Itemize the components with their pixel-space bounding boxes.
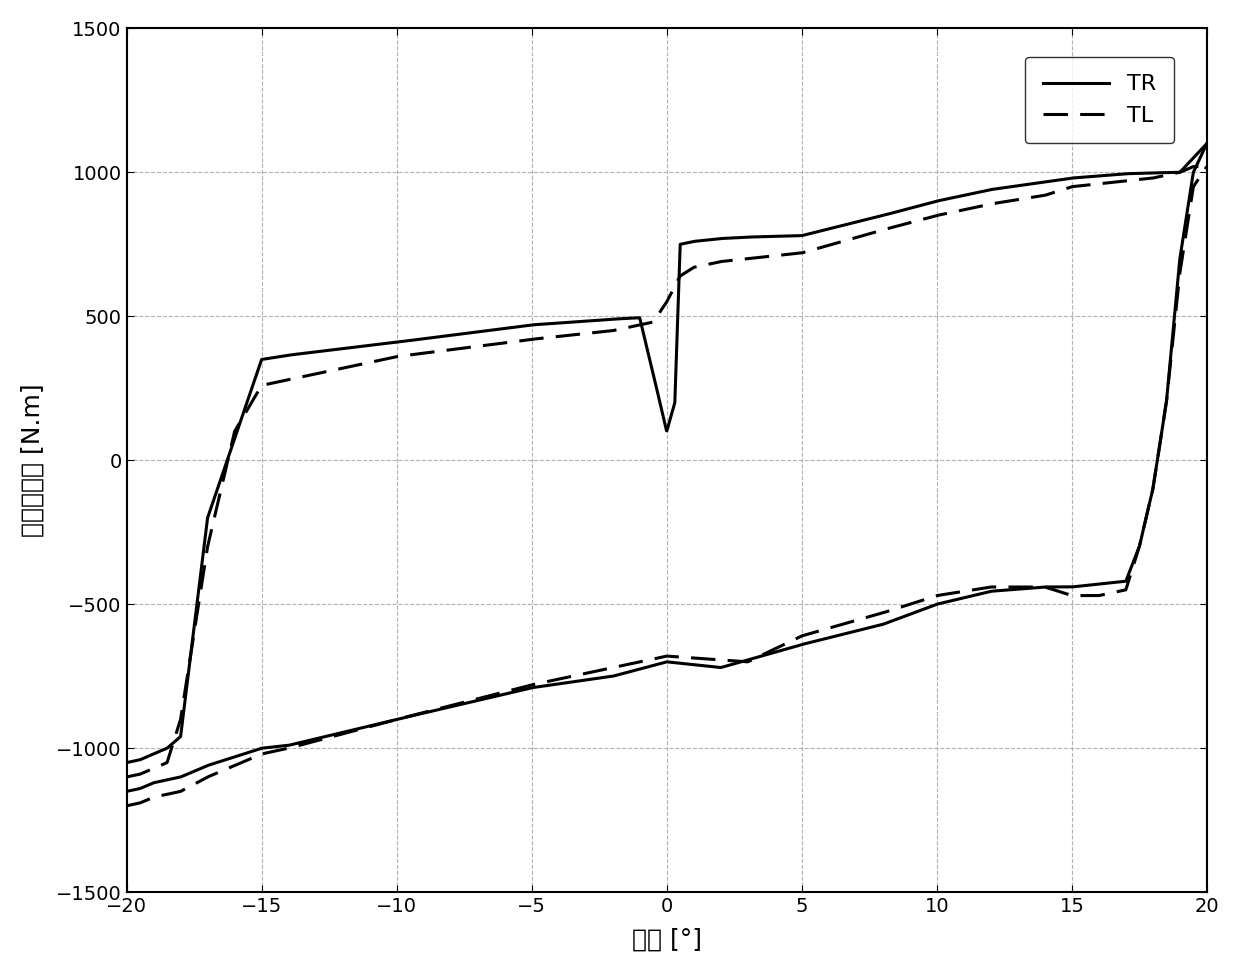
X-axis label: 转角 [°]: 转角 [°] — [631, 927, 702, 952]
TR — [580, 315, 595, 327]
TL — [119, 771, 134, 782]
TL — [1178, 164, 1193, 176]
Line: TL: TL — [126, 166, 1207, 777]
TR — [1178, 160, 1193, 172]
TL — [533, 332, 548, 344]
TR — [306, 346, 321, 358]
TR — [242, 389, 257, 400]
TL — [306, 368, 321, 380]
TR — [119, 757, 134, 769]
TR — [533, 319, 548, 330]
TL — [242, 399, 257, 411]
TL — [1199, 160, 1214, 172]
TL — [580, 328, 595, 339]
TR — [1061, 173, 1076, 185]
Line: TR: TR — [126, 144, 1207, 763]
TR — [1199, 138, 1214, 150]
TL — [1187, 160, 1202, 172]
Legend: TR, TL: TR, TL — [1025, 56, 1174, 144]
Y-axis label: 轮胎阻力矩 [N.m]: 轮胎阻力矩 [N.m] — [21, 383, 45, 538]
TL — [1061, 182, 1076, 193]
